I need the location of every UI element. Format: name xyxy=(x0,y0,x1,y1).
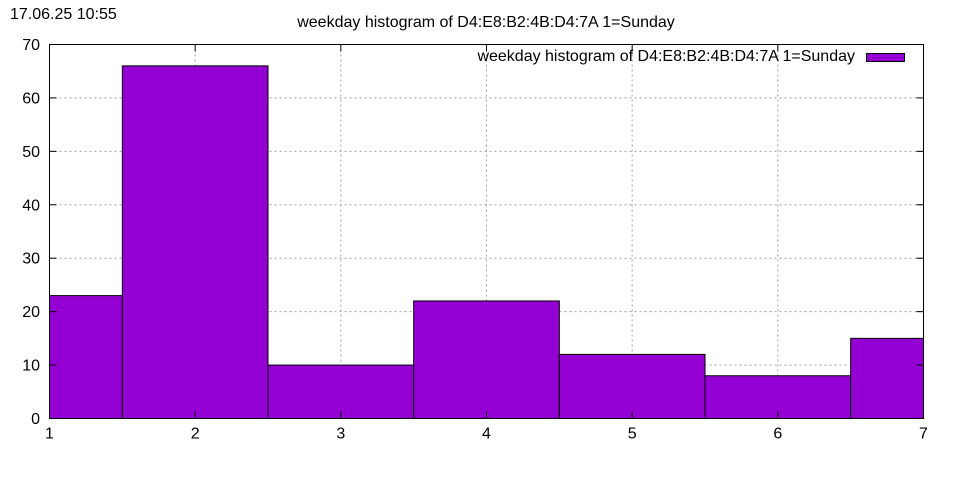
histogram-bar xyxy=(704,375,852,419)
y-tick-label: 50 xyxy=(22,144,40,161)
legend-swatch xyxy=(866,53,905,62)
x-tick-label: 3 xyxy=(336,426,345,443)
x-tick-label: 4 xyxy=(482,426,491,443)
histogram-bar xyxy=(558,353,706,419)
axis-ticks xyxy=(49,44,924,419)
y-tick-label: 70 xyxy=(22,37,40,54)
x-tick-label: 5 xyxy=(628,426,637,443)
y-tick-label: 60 xyxy=(22,90,40,107)
y-tick-label: 40 xyxy=(22,197,40,214)
legend: weekday histogram of D4:E8:B2:4B:D4:7A 1… xyxy=(476,48,905,65)
histogram-bars xyxy=(49,65,925,420)
histogram-bar xyxy=(121,65,269,419)
y-tick-label: 30 xyxy=(22,251,40,268)
x-tick-label: 7 xyxy=(919,426,928,443)
x-tick-label: 2 xyxy=(191,426,200,443)
tick-labels: 0 10 20 30 40 50 60 70 1 2 3 4 5 6 7 xyxy=(22,37,928,443)
histogram-bar xyxy=(850,337,925,420)
x-tick-label: 1 xyxy=(45,426,54,443)
histogram-bar xyxy=(267,364,415,420)
timestamp: 17.06.25 10:55 xyxy=(10,6,117,23)
histogram-bar xyxy=(49,295,123,419)
legend-label: weekday histogram of D4:E8:B2:4B:D4:7A 1… xyxy=(476,48,855,65)
y-tick-label: 10 xyxy=(22,358,40,375)
histogram-bar xyxy=(413,300,560,420)
chart-title: weekday histogram of D4:E8:B2:4B:D4:7A 1… xyxy=(296,14,675,31)
x-tick-label: 6 xyxy=(773,426,782,443)
y-tick-label: 20 xyxy=(22,304,40,321)
y-tick-label: 0 xyxy=(31,411,40,428)
